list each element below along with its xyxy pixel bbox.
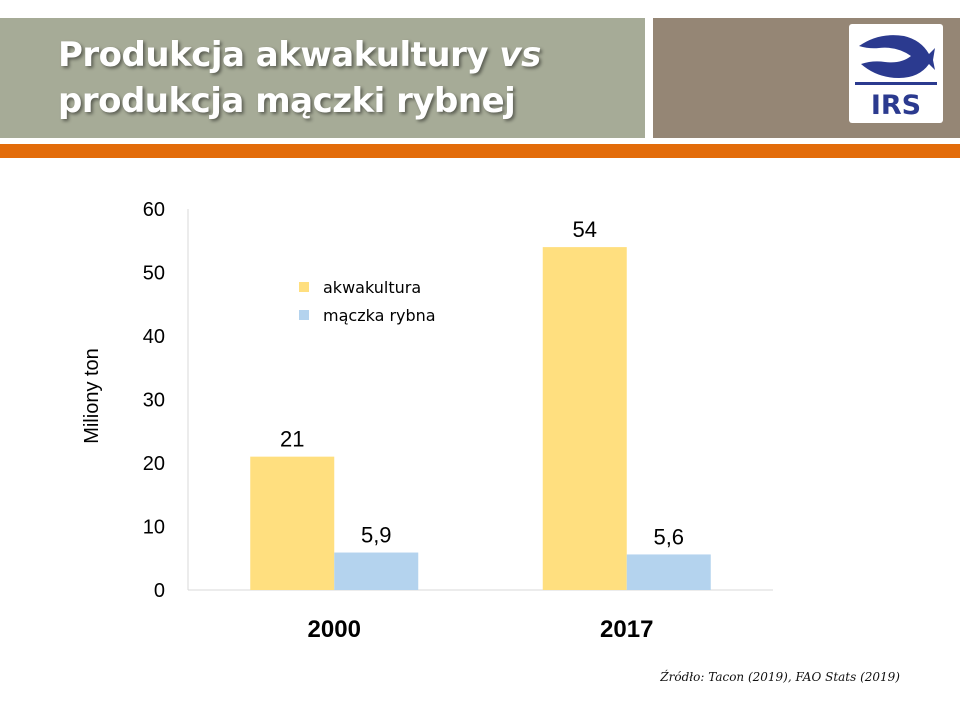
accent-divider: [0, 144, 960, 158]
y-axis-ticks: 0 10 20 30 40 50 60: [143, 199, 165, 602]
title-bar: [0, 18, 645, 138]
bars: [250, 247, 711, 590]
y-tick-label: 0: [154, 580, 165, 602]
legend-label: akwakultura: [323, 278, 421, 297]
legend-swatch: [299, 310, 309, 320]
y-tick-label: 60: [143, 199, 165, 221]
bar: [626, 554, 711, 590]
x-axis-labels: 2000 2017: [308, 616, 654, 643]
bar: [334, 552, 419, 590]
slide-title-vs: vs: [499, 35, 541, 75]
y-tick-label: 20: [143, 453, 165, 475]
legend-label: mączka rybna: [323, 306, 436, 325]
data-label: 54: [573, 217, 597, 242]
y-tick-label: 10: [143, 517, 165, 539]
y-tick-label: 30: [143, 390, 165, 412]
data-label: 5,6: [653, 524, 684, 549]
bar: [250, 456, 335, 590]
logo-text: IRS: [871, 90, 921, 121]
slide-title-part1: Produkcja akwakultury: [58, 35, 500, 75]
source-note: Źródło: Tacon (2019), FAO Stats (2019): [660, 670, 900, 684]
data-labels: 21 5,9 54 5,6: [280, 217, 684, 549]
data-label: 21: [280, 427, 304, 452]
legend: akwakultura mączka rybna: [299, 278, 436, 325]
y-tick-label: 40: [143, 326, 165, 348]
legend-swatch: [299, 282, 309, 292]
data-label: 5,9: [361, 523, 392, 548]
slide-title-part2: produkcja mączki rybnej: [58, 81, 516, 121]
bar: [542, 247, 627, 590]
title-bar-divider: [645, 18, 653, 138]
y-axis-title: Miliony ton: [81, 348, 103, 444]
y-tick-label: 50: [143, 263, 165, 285]
x-tick-label: 2000: [308, 616, 361, 643]
irs-logo: IRS: [849, 24, 943, 123]
x-tick-label: 2017: [600, 616, 653, 643]
fish-logo-icon: IRS: [855, 35, 937, 121]
slide-title: Produkcja akwakultury vs produkcja mączk…: [58, 32, 638, 124]
